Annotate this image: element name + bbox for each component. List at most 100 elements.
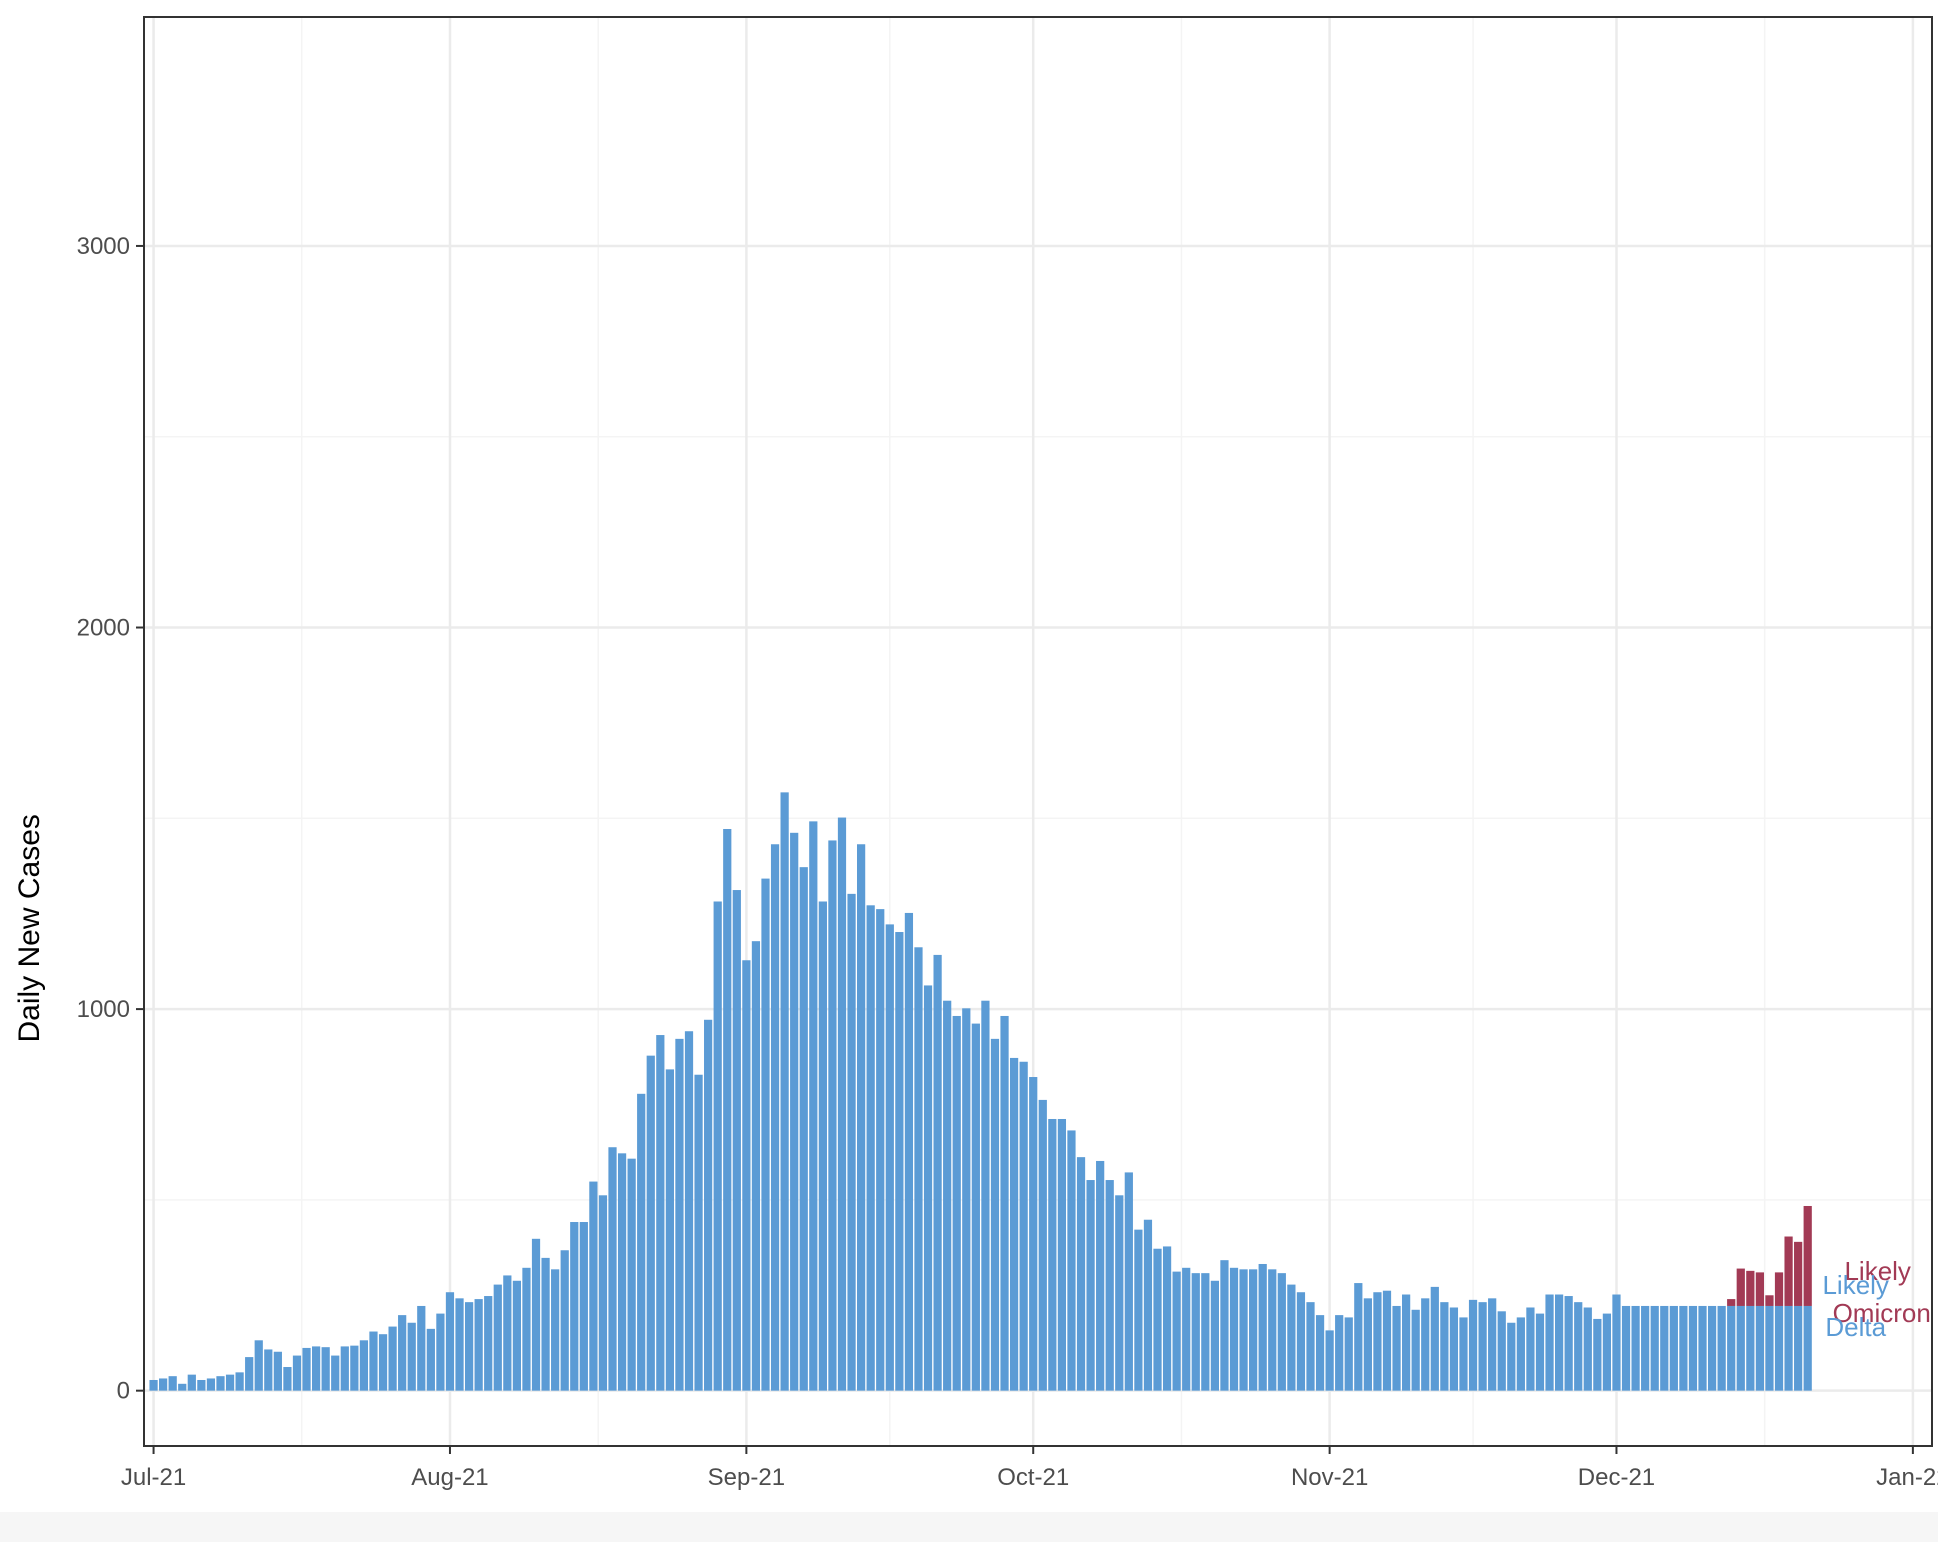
- bar-likely-delta: [1774, 1305, 1784, 1391]
- bar-likely-delta: [311, 1346, 321, 1391]
- bar-likely-delta: [273, 1351, 282, 1391]
- bar-likely-delta: [828, 840, 837, 1391]
- bar-likely-delta: [1315, 1315, 1325, 1391]
- bar-likely-delta: [1641, 1305, 1650, 1391]
- bar-likely-delta: [1076, 1157, 1086, 1391]
- bar-likely-delta: [187, 1374, 196, 1391]
- bar-likely-delta: [1755, 1305, 1765, 1391]
- y-tick-label: 2000: [77, 615, 130, 642]
- bar-likely-delta: [1440, 1302, 1449, 1391]
- bar-likely-omicron: [1736, 1268, 1745, 1306]
- bar-likely-omicron: [1784, 1236, 1793, 1306]
- bar-likely-omicron: [1765, 1295, 1774, 1306]
- bar-likely-delta: [732, 890, 741, 1391]
- bar-likely-delta: [1191, 1273, 1200, 1391]
- bar-likely-delta: [216, 1376, 225, 1391]
- bar-likely-delta: [359, 1340, 369, 1391]
- bar-likely-delta: [1488, 1298, 1497, 1391]
- bar-likely-delta: [1306, 1302, 1315, 1391]
- bar-likely-delta: [283, 1367, 292, 1391]
- bar-likely-delta: [1096, 1160, 1105, 1391]
- bar-likely-delta: [1239, 1269, 1248, 1391]
- annotation-likely-delta: Likely: [1822, 1270, 1888, 1300]
- bar-likely-delta: [1669, 1305, 1678, 1391]
- bar-likely-delta: [923, 985, 933, 1391]
- bar-likely-delta: [1124, 1172, 1133, 1391]
- bar-likely-delta: [1564, 1296, 1573, 1391]
- bar-likely-delta: [713, 901, 722, 1391]
- y-tick-label: 3000: [77, 233, 130, 260]
- bar-likely-delta: [1765, 1305, 1774, 1391]
- bar-likely-delta: [149, 1379, 158, 1391]
- bar-likely-delta: [1459, 1317, 1468, 1391]
- bar-likely-delta: [1296, 1292, 1306, 1391]
- x-tick-label: Jan-22: [1876, 1464, 1938, 1491]
- bar-likely-delta: [761, 878, 770, 1391]
- bar-likely-delta: [426, 1328, 435, 1391]
- bar-likely-delta: [292, 1355, 302, 1391]
- bar-likely-delta: [1210, 1280, 1219, 1391]
- bar-likely-delta: [331, 1355, 340, 1391]
- bar-likely-delta: [1612, 1294, 1621, 1391]
- bar-likely-delta: [847, 893, 856, 1391]
- x-tick-label: Dec-21: [1578, 1464, 1655, 1491]
- bar-likely-delta: [1287, 1284, 1296, 1391]
- bar-likely-delta: [1172, 1271, 1181, 1391]
- y-tick-label: 0: [117, 1378, 130, 1405]
- bar-likely-delta: [1162, 1246, 1172, 1391]
- bar-likely-delta: [742, 960, 751, 1391]
- bar-likely-delta: [1019, 1061, 1028, 1391]
- bar-likely-delta: [962, 1008, 971, 1391]
- bar-likely-delta: [1679, 1305, 1688, 1391]
- bar-likely-delta: [1048, 1118, 1057, 1391]
- bar-likely-delta: [656, 1035, 665, 1391]
- bar-likely-delta: [1038, 1099, 1047, 1391]
- bar-likely-delta: [168, 1376, 177, 1391]
- bar-likely-delta: [704, 1019, 713, 1391]
- bar-likely-delta: [455, 1298, 464, 1391]
- bar-likely-delta: [1268, 1269, 1277, 1391]
- bar-likely-delta: [1478, 1302, 1487, 1391]
- bar-likely-delta: [675, 1038, 684, 1391]
- bar-likely-delta: [484, 1296, 493, 1391]
- bar-likely-delta: [770, 844, 780, 1391]
- bar-likely-delta: [321, 1347, 330, 1391]
- bar-likely-delta: [1000, 1015, 1009, 1391]
- bar-likely-delta: [398, 1315, 407, 1391]
- bar-likely-omicron: [1803, 1205, 1812, 1306]
- bar-likely-delta: [350, 1345, 359, 1391]
- bar-likely-delta: [159, 1378, 168, 1391]
- bar-likely-delta: [1115, 1195, 1124, 1391]
- bar-likely-delta: [1784, 1305, 1793, 1391]
- bar-likely-delta: [1583, 1307, 1592, 1391]
- bar-likely-delta: [1057, 1118, 1067, 1391]
- bar-likely-delta: [1382, 1290, 1392, 1391]
- bar-likely-delta: [541, 1257, 550, 1391]
- bar-likely-delta: [474, 1299, 483, 1391]
- bar-likely-delta: [1354, 1283, 1363, 1391]
- bar-likely-delta: [809, 821, 818, 1391]
- bar-likely-delta: [1535, 1313, 1545, 1391]
- bar-likely-delta: [512, 1280, 522, 1391]
- bar-likely-delta: [895, 932, 904, 1391]
- bar-likely-delta: [1650, 1305, 1659, 1391]
- bar-likely-delta: [1660, 1305, 1669, 1391]
- bar-likely-delta: [971, 1023, 980, 1391]
- bar-likely-delta: [617, 1153, 627, 1391]
- bar-likely-delta: [1402, 1294, 1411, 1391]
- bar-likely-delta: [1717, 1305, 1726, 1391]
- bar-likely-delta: [1067, 1130, 1076, 1391]
- bar-likely-delta: [1707, 1305, 1717, 1391]
- bar-likely-delta: [503, 1275, 512, 1391]
- bar-likely-delta: [1602, 1313, 1612, 1391]
- bar-likely-delta: [388, 1326, 397, 1391]
- bar-likely-omicron: [1794, 1241, 1803, 1306]
- bar-likely-delta: [378, 1334, 388, 1391]
- bar-likely-delta: [790, 832, 799, 1391]
- bar-likely-omicron: [1755, 1272, 1765, 1306]
- bar-likely-delta: [1325, 1330, 1334, 1391]
- bar-likely-delta: [225, 1374, 235, 1391]
- bottom-strip: [0, 1512, 1938, 1542]
- bar-likely-delta: [694, 1074, 703, 1391]
- bar-likely-delta: [857, 844, 866, 1391]
